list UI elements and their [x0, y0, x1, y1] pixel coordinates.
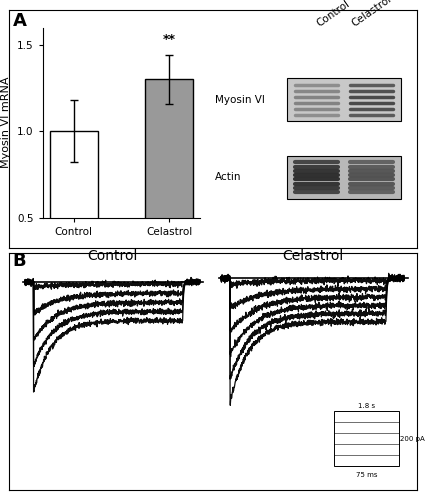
Text: Myosin VI: Myosin VI: [215, 95, 265, 105]
Bar: [145, 80, 193, 304]
Text: **: **: [163, 34, 176, 46]
Text: Control: Control: [87, 250, 138, 264]
Text: Celastrol: Celastrol: [282, 248, 343, 263]
Text: B: B: [13, 252, 26, 270]
Text: A: A: [13, 12, 27, 30]
Y-axis label: Myosin VI mRNA: Myosin VI mRNA: [1, 76, 12, 168]
Text: Celastrol: Celastrol: [350, 0, 394, 29]
Bar: [288, 78, 401, 122]
Text: 1.8 s: 1.8 s: [358, 402, 375, 408]
Text: Actin: Actin: [215, 172, 242, 182]
Bar: [288, 156, 401, 199]
Text: 75 ms: 75 ms: [356, 472, 377, 478]
Bar: [50, 131, 98, 304]
Text: 200 pA: 200 pA: [400, 436, 425, 442]
Text: Control: Control: [315, 0, 352, 29]
Bar: [334, 411, 399, 466]
